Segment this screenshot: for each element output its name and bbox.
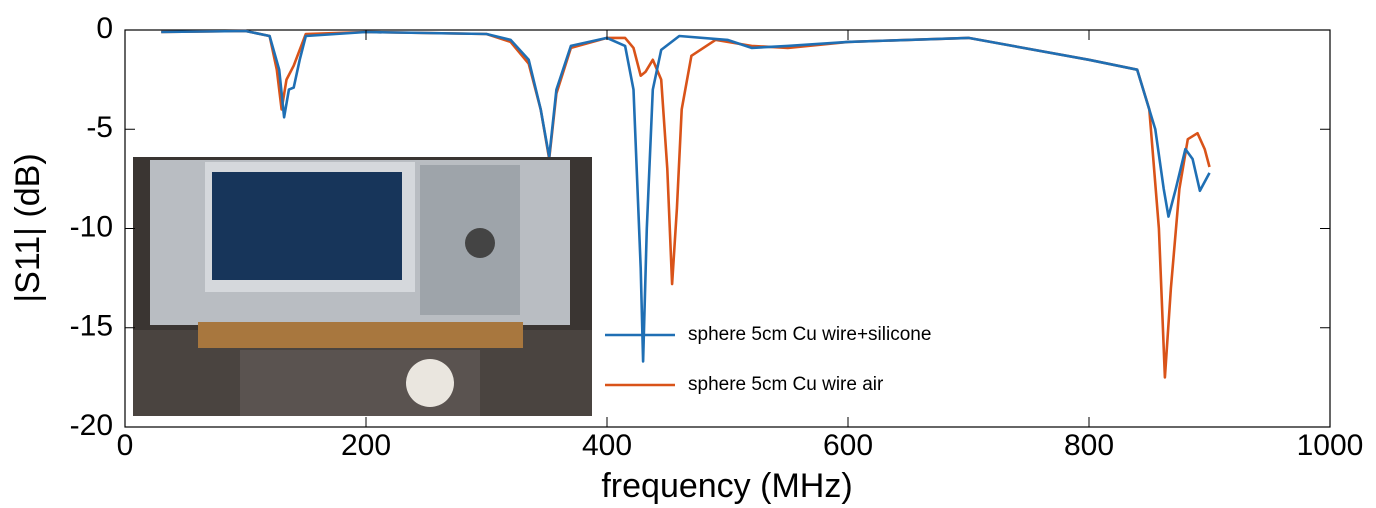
y-tick-label: -5 xyxy=(86,111,113,144)
y-tick-label: -10 xyxy=(70,210,113,243)
series-line xyxy=(161,29,1211,363)
x-tick-label: 1000 xyxy=(1297,429,1364,462)
y-tick-label: -15 xyxy=(70,310,113,343)
legend-label: sphere 5cm Cu wire air xyxy=(688,374,884,395)
x-tick-label: 400 xyxy=(582,429,632,462)
x-tick-label: 800 xyxy=(1064,429,1114,462)
legend-label: sphere 5cm Cu wire+silicone xyxy=(688,324,931,345)
x-tick-label: 600 xyxy=(823,429,873,462)
y-tick-label: 0 xyxy=(96,12,113,45)
x-axis-label: frequency (MHz) xyxy=(601,467,852,505)
series-line xyxy=(161,29,1211,379)
x-tick-label: 0 xyxy=(117,429,134,462)
y-tick-label: -20 xyxy=(70,409,113,442)
inset-photo xyxy=(133,157,592,416)
x-tick-label: 200 xyxy=(341,429,391,462)
y-axis-label: |S11| (dB) xyxy=(9,153,47,302)
